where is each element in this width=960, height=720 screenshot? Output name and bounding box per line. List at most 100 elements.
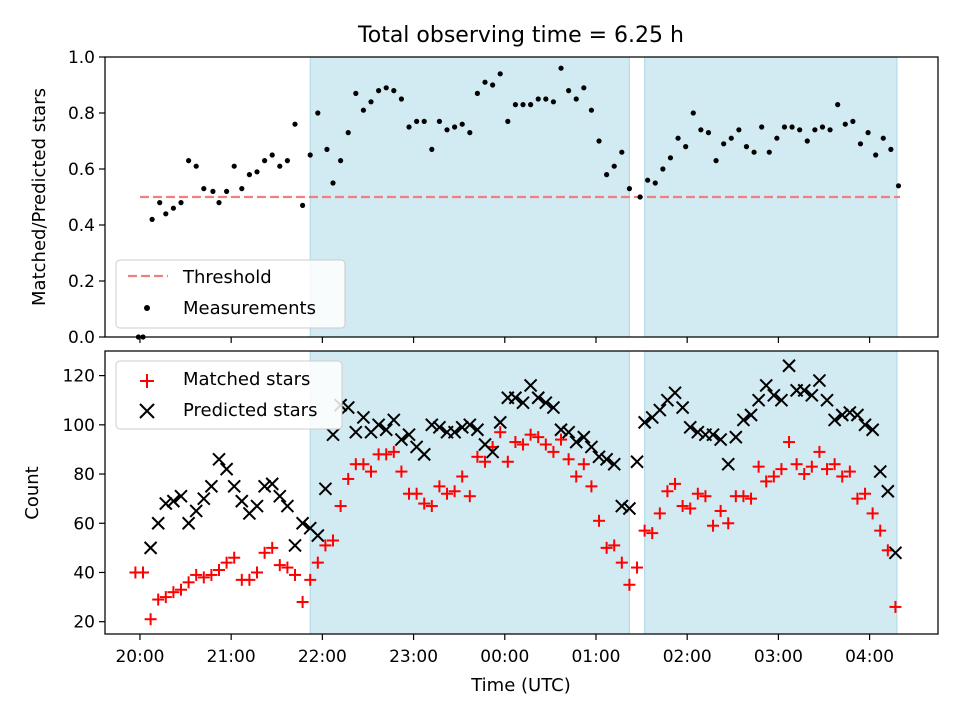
predicted-star-point	[561, 425, 576, 439]
matched-star-point	[433, 480, 446, 493]
measurement-point	[376, 88, 382, 94]
matched-star-point	[821, 463, 834, 476]
predicted-star-point	[463, 418, 477, 432]
measurement-point	[368, 99, 374, 105]
measurement-point	[307, 152, 313, 158]
measurement-point	[728, 135, 734, 141]
predicted-star-point	[865, 423, 880, 437]
measurement-point	[535, 96, 541, 102]
matched-star-point	[828, 458, 841, 471]
predicted-star-point	[835, 408, 849, 422]
matched-star-point	[570, 470, 583, 483]
matched-star-point	[539, 438, 552, 451]
predicted-star-point	[782, 359, 796, 373]
predicted-star-point	[827, 413, 842, 427]
matched-stars-series	[129, 426, 902, 626]
measurement-point	[581, 85, 587, 91]
matched-star-point	[532, 431, 545, 444]
predicted-star-point	[470, 423, 485, 437]
predicted-star-point	[713, 432, 728, 447]
predicted-star-point	[843, 405, 857, 420]
measurement-point	[277, 163, 283, 169]
matched-star-point	[357, 458, 370, 471]
predicted-star-point	[166, 494, 181, 508]
measurement-point	[254, 169, 260, 175]
measurement-point	[383, 85, 389, 91]
predicted-star-point	[189, 504, 203, 518]
measurement-point	[573, 96, 579, 102]
measurement-point	[467, 130, 473, 136]
legend-predicted-label: Predicted stars	[183, 400, 317, 421]
measurement-point	[353, 90, 359, 96]
measurement-point	[482, 79, 488, 85]
matched-star-point	[775, 463, 788, 476]
predicted-star-point	[767, 388, 781, 403]
predicted-star-point	[858, 418, 872, 432]
predicted-star-point	[653, 403, 667, 417]
matched-star-point	[843, 465, 856, 478]
predicted-star-point	[622, 501, 637, 516]
measurement-point	[558, 65, 564, 71]
ratio-panel: 0.0 0.2 0.4 0.6 0.8 1.0 Matched/Predicted sta…	[29, 48, 939, 348]
predicted-star-point	[212, 452, 226, 466]
measurement-point	[611, 163, 617, 169]
matched-star-point	[699, 490, 712, 503]
measurement-point	[452, 124, 458, 130]
predicted-star-point	[432, 420, 447, 434]
measurement-point	[857, 141, 864, 147]
predicted-star-point	[797, 383, 811, 398]
measurement-point	[231, 163, 237, 169]
matched-star-point	[790, 458, 803, 471]
measurement-point	[284, 158, 291, 164]
observing-windows-bottom	[309, 350, 898, 635]
measurement-point	[660, 166, 666, 172]
matched-star-point	[418, 497, 431, 510]
measurement-point	[713, 158, 719, 164]
measurement-point	[520, 102, 526, 108]
predicted-star-point	[675, 400, 690, 415]
predicted-star-point	[143, 541, 158, 555]
matched-star-point	[646, 527, 659, 540]
predicted-star-point	[820, 393, 834, 407]
predicted-star-point	[508, 391, 523, 405]
predicted-star-point	[485, 445, 500, 459]
matched-star-point	[296, 596, 309, 609]
y-tick-label: 0.8	[68, 104, 95, 124]
matched-star-point	[152, 593, 165, 606]
measurement-point	[436, 118, 443, 124]
measurement-point	[421, 118, 427, 124]
predicted-star-point	[387, 413, 401, 427]
legend-matched-swatch	[140, 374, 154, 388]
measurement-point	[459, 121, 465, 127]
predicted-star-point	[273, 489, 287, 503]
measurement-point	[528, 102, 534, 108]
y-tick-label: 0.2	[68, 272, 95, 292]
predicted-star-point	[288, 538, 302, 553]
matched-star-point	[593, 514, 606, 527]
measurement-point	[170, 205, 177, 211]
matched-star-point	[631, 561, 644, 574]
count-panel: 20 40 60 80 100 120 20:00 21:00 22:00 23:00 00:00…	[22, 350, 939, 696]
predicted-star-point	[318, 482, 333, 496]
measurement-point	[163, 211, 169, 217]
matched-star-point	[304, 573, 317, 586]
measurement-point	[345, 130, 351, 136]
predicted-star-point	[805, 388, 819, 403]
matched-star-point	[190, 568, 203, 581]
ratio-legend: Threshold Measurements	[115, 259, 346, 329]
y-tick-label: 80	[73, 465, 95, 485]
measurement-point	[216, 200, 222, 206]
predicted-star-point	[174, 489, 188, 503]
matched-star-point	[714, 504, 727, 517]
predicted-star-point	[493, 415, 507, 430]
measurement-point	[888, 146, 894, 152]
legend-threshold-label: Threshold	[182, 267, 272, 288]
predicted-star-point	[736, 413, 751, 427]
measurement-point	[224, 188, 230, 194]
measurement-point	[596, 138, 602, 144]
predicted-star-point	[379, 423, 393, 437]
predicted-star-point	[592, 450, 606, 464]
y-tick-label: 0.0	[68, 328, 95, 348]
predicted-star-point	[546, 400, 561, 415]
